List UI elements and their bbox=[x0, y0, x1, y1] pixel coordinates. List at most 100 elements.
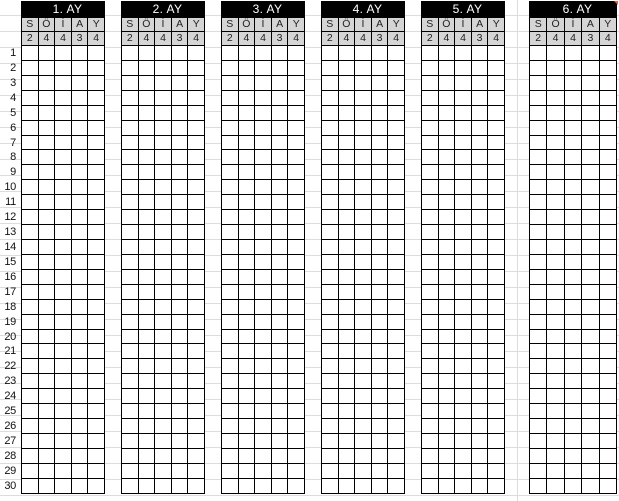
column-header-cell[interactable]: Y bbox=[88, 18, 104, 31]
grid-cell[interactable] bbox=[471, 75, 488, 90]
grid-cell[interactable] bbox=[422, 225, 438, 239]
grid-cell[interactable] bbox=[155, 419, 171, 433]
grid-cell[interactable] bbox=[582, 389, 599, 404]
grid-cell[interactable] bbox=[71, 314, 88, 329]
grid-cell[interactable] bbox=[438, 344, 455, 359]
column-header-cell[interactable]: İ bbox=[355, 18, 371, 31]
grid-cell[interactable] bbox=[338, 448, 355, 463]
grid-cell[interactable] bbox=[371, 105, 388, 120]
grid-cell[interactable] bbox=[288, 165, 304, 180]
grid-cell[interactable] bbox=[271, 60, 288, 75]
grid-cell[interactable] bbox=[388, 314, 404, 329]
grid-cell[interactable] bbox=[55, 75, 71, 90]
grid-cell[interactable] bbox=[55, 404, 71, 419]
row-number[interactable]: 15 bbox=[4, 255, 16, 268]
grid-cell[interactable] bbox=[582, 135, 599, 150]
grid-cell[interactable] bbox=[355, 344, 371, 359]
column-count-cell[interactable]: 4 bbox=[355, 32, 371, 45]
grid-cell[interactable] bbox=[422, 389, 438, 404]
grid-cell[interactable] bbox=[288, 180, 304, 195]
grid-cell[interactable] bbox=[88, 314, 104, 329]
grid-cell[interactable] bbox=[322, 344, 338, 359]
grid-cell[interactable] bbox=[288, 150, 304, 165]
grid-cell[interactable] bbox=[338, 195, 355, 210]
grid-cell[interactable] bbox=[188, 120, 204, 135]
grid-cell[interactable] bbox=[338, 269, 355, 284]
grid-cell[interactable] bbox=[88, 359, 104, 374]
grid-cell[interactable] bbox=[188, 478, 204, 493]
grid-cell[interactable] bbox=[238, 210, 255, 225]
grid-cell[interactable] bbox=[38, 180, 55, 195]
grid-cell[interactable] bbox=[488, 75, 504, 90]
grid-cell[interactable] bbox=[455, 210, 471, 225]
grid-cell[interactable] bbox=[22, 135, 38, 150]
grid-cell[interactable] bbox=[171, 60, 188, 75]
row-number[interactable]: 4 bbox=[10, 91, 16, 104]
grid-cell[interactable] bbox=[564, 448, 582, 463]
grid-cell[interactable] bbox=[155, 478, 171, 493]
grid-cell[interactable] bbox=[371, 344, 388, 359]
column-header-cell[interactable]: A bbox=[471, 18, 488, 31]
grid-cell[interactable] bbox=[171, 299, 188, 314]
grid-cell[interactable] bbox=[422, 195, 438, 210]
grid-cell[interactable] bbox=[564, 419, 582, 433]
grid-cell[interactable] bbox=[122, 195, 138, 210]
grid-cell[interactable] bbox=[471, 389, 488, 404]
row-number[interactable]: 16 bbox=[4, 270, 16, 283]
grid-cell[interactable] bbox=[530, 46, 547, 60]
grid-cell[interactable] bbox=[455, 299, 471, 314]
grid-cell[interactable] bbox=[122, 463, 138, 478]
grid-cell[interactable] bbox=[599, 90, 616, 105]
grid-cell[interactable] bbox=[138, 314, 155, 329]
grid-cell[interactable] bbox=[171, 105, 188, 120]
grid-cell[interactable] bbox=[122, 239, 138, 254]
grid-cell[interactable] bbox=[38, 463, 55, 478]
row-number[interactable]: 12 bbox=[4, 211, 16, 224]
grid-cell[interactable] bbox=[238, 60, 255, 75]
grid-cell[interactable] bbox=[599, 165, 616, 180]
grid-cell[interactable] bbox=[222, 478, 238, 493]
grid-cell[interactable] bbox=[271, 225, 288, 239]
grid-cell[interactable] bbox=[55, 120, 71, 135]
grid-cell[interactable] bbox=[238, 120, 255, 135]
column-header-cell[interactable]: A bbox=[171, 18, 188, 31]
grid-cell[interactable] bbox=[255, 90, 271, 105]
grid-cell[interactable] bbox=[564, 165, 582, 180]
grid-cell[interactable] bbox=[88, 210, 104, 225]
grid-cell[interactable] bbox=[238, 165, 255, 180]
grid-cell[interactable] bbox=[488, 165, 504, 180]
grid-cell[interactable] bbox=[222, 463, 238, 478]
grid-cell[interactable] bbox=[338, 120, 355, 135]
grid-cell[interactable] bbox=[171, 75, 188, 90]
grid-cell[interactable] bbox=[138, 344, 155, 359]
grid-cell[interactable] bbox=[288, 314, 304, 329]
grid-cell[interactable] bbox=[188, 448, 204, 463]
grid-cell[interactable] bbox=[171, 90, 188, 105]
grid-cell[interactable] bbox=[547, 60, 564, 75]
row-number[interactable]: 3 bbox=[10, 76, 16, 89]
column-count-cell[interactable]: 2 bbox=[22, 32, 38, 45]
row-number[interactable]: 30 bbox=[4, 479, 16, 492]
grid-cell[interactable] bbox=[530, 299, 547, 314]
grid-cell[interactable] bbox=[488, 329, 504, 344]
grid-cell[interactable] bbox=[38, 344, 55, 359]
grid-cell[interactable] bbox=[371, 90, 388, 105]
grid-cell[interactable] bbox=[582, 299, 599, 314]
grid-cell[interactable] bbox=[455, 448, 471, 463]
grid-cell[interactable] bbox=[422, 269, 438, 284]
grid-cell[interactable] bbox=[547, 180, 564, 195]
grid-cell[interactable] bbox=[171, 46, 188, 60]
grid-cell[interactable] bbox=[471, 344, 488, 359]
grid-cell[interactable] bbox=[599, 359, 616, 374]
grid-cell[interactable] bbox=[547, 165, 564, 180]
grid-cell[interactable] bbox=[222, 284, 238, 299]
grid-cell[interactable] bbox=[438, 374, 455, 389]
grid-cell[interactable] bbox=[271, 135, 288, 150]
grid-cell[interactable] bbox=[547, 105, 564, 120]
grid-cell[interactable] bbox=[171, 448, 188, 463]
grid-cell[interactable] bbox=[422, 210, 438, 225]
grid-cell[interactable] bbox=[155, 299, 171, 314]
grid-cell[interactable] bbox=[71, 225, 88, 239]
grid-cell[interactable] bbox=[122, 404, 138, 419]
grid-cell[interactable] bbox=[422, 135, 438, 150]
